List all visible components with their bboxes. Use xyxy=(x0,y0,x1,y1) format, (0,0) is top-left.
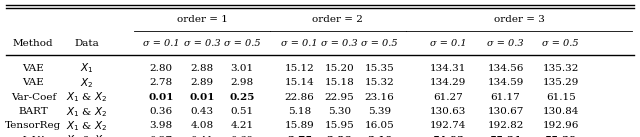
Text: 16.05: 16.05 xyxy=(365,121,394,130)
Text: $X_1$ & $X_2$: $X_1$ & $X_2$ xyxy=(66,119,107,132)
Text: order = 1: order = 1 xyxy=(177,15,228,24)
Text: VAE: VAE xyxy=(22,64,44,73)
Text: order = 2: order = 2 xyxy=(312,15,364,24)
Text: 5.18: 5.18 xyxy=(288,107,311,116)
Text: 2.89: 2.89 xyxy=(191,78,214,87)
Text: 5.39: 5.39 xyxy=(368,107,391,116)
Text: 4.21: 4.21 xyxy=(230,121,253,130)
Text: σ = 0.1: σ = 0.1 xyxy=(281,39,318,48)
Text: 0.51: 0.51 xyxy=(230,107,253,116)
Text: σ = 0.5: σ = 0.5 xyxy=(542,39,579,48)
Text: 3.10: 3.10 xyxy=(367,135,392,137)
Text: 192.96: 192.96 xyxy=(543,121,579,130)
Text: $X_1$ & $X_2$: $X_1$ & $X_2$ xyxy=(66,105,107,119)
Text: 0.69: 0.69 xyxy=(230,135,253,137)
Text: 130.63: 130.63 xyxy=(430,107,466,116)
Text: 23.16: 23.16 xyxy=(365,93,394,102)
Text: 134.29: 134.29 xyxy=(430,78,466,87)
Text: σ = 0.1: σ = 0.1 xyxy=(143,39,180,48)
Text: 192.82: 192.82 xyxy=(488,121,524,130)
Text: 0.25: 0.25 xyxy=(229,93,255,102)
Text: 0.27: 0.27 xyxy=(150,135,173,137)
Text: 15.20: 15.20 xyxy=(324,64,354,73)
Text: 134.31: 134.31 xyxy=(430,64,466,73)
Text: σ = 0.3: σ = 0.3 xyxy=(184,39,221,48)
Text: 2.75: 2.75 xyxy=(287,135,312,137)
Text: TensorReg: TensorReg xyxy=(5,121,61,130)
Text: 2.88: 2.88 xyxy=(191,64,214,73)
Text: σ = 0.5: σ = 0.5 xyxy=(223,39,260,48)
Text: $X_1$: $X_1$ xyxy=(79,62,93,75)
Text: 192.74: 192.74 xyxy=(430,121,466,130)
Text: 54.92: 54.92 xyxy=(432,135,464,137)
Text: 15.35: 15.35 xyxy=(365,64,394,73)
Text: 22.95: 22.95 xyxy=(324,93,354,102)
Text: $X_1$ & $X_2$: $X_1$ & $X_2$ xyxy=(66,90,107,104)
Text: Data: Data xyxy=(74,39,99,48)
Text: σ = 0.5: σ = 0.5 xyxy=(361,39,398,48)
Text: 2.98: 2.98 xyxy=(230,78,253,87)
Text: Method: Method xyxy=(13,39,54,48)
Text: 15.12: 15.12 xyxy=(285,64,314,73)
Text: 61.15: 61.15 xyxy=(546,93,575,102)
Text: 55.39: 55.39 xyxy=(545,135,577,137)
Text: 130.84: 130.84 xyxy=(543,107,579,116)
Text: $X_1$ & $X_2$: $X_1$ & $X_2$ xyxy=(66,133,107,137)
Text: 0.41: 0.41 xyxy=(191,135,214,137)
Text: σ = 0.3: σ = 0.3 xyxy=(487,39,524,48)
Text: 2.78: 2.78 xyxy=(150,78,173,87)
Text: 55.21: 55.21 xyxy=(490,135,522,137)
Text: 4.08: 4.08 xyxy=(191,121,214,130)
Text: 0.01: 0.01 xyxy=(148,93,174,102)
Text: VAE: VAE xyxy=(22,78,44,87)
Text: 5.30: 5.30 xyxy=(328,107,351,116)
Text: InVA: InVA xyxy=(20,135,46,137)
Text: 134.59: 134.59 xyxy=(488,78,524,87)
Text: 15.14: 15.14 xyxy=(285,78,314,87)
Text: 130.67: 130.67 xyxy=(488,107,524,116)
Text: 135.32: 135.32 xyxy=(543,64,579,73)
Text: σ = 0.1: σ = 0.1 xyxy=(429,39,467,48)
Text: 135.29: 135.29 xyxy=(543,78,579,87)
Text: 3.98: 3.98 xyxy=(150,121,173,130)
Text: 2.80: 2.80 xyxy=(150,64,173,73)
Text: 15.32: 15.32 xyxy=(365,78,394,87)
Text: 3.01: 3.01 xyxy=(230,64,253,73)
Text: 22.86: 22.86 xyxy=(285,93,314,102)
Text: 15.89: 15.89 xyxy=(285,121,314,130)
Text: 2.86: 2.86 xyxy=(326,135,352,137)
Text: 15.95: 15.95 xyxy=(324,121,354,130)
Text: σ = 0.3: σ = 0.3 xyxy=(321,39,358,48)
Text: 61.27: 61.27 xyxy=(433,93,463,102)
Text: BART: BART xyxy=(19,107,48,116)
Text: order = 3: order = 3 xyxy=(493,15,545,24)
Text: 0.36: 0.36 xyxy=(150,107,173,116)
Text: 0.43: 0.43 xyxy=(191,107,214,116)
Text: 134.56: 134.56 xyxy=(488,64,524,73)
Text: 61.17: 61.17 xyxy=(491,93,520,102)
Text: Var-Coef: Var-Coef xyxy=(11,93,56,102)
Text: 15.18: 15.18 xyxy=(324,78,354,87)
Text: 0.01: 0.01 xyxy=(189,93,215,102)
Text: $X_2$: $X_2$ xyxy=(80,76,93,90)
